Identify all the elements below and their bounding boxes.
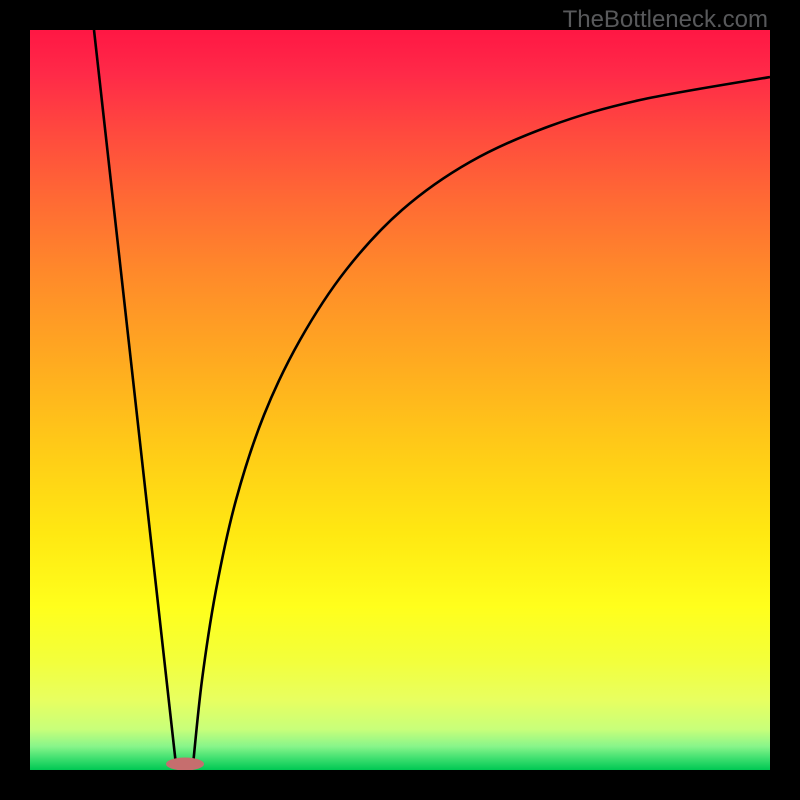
plot-area [30,30,770,770]
right-curve [193,77,770,765]
frame-left [0,0,30,800]
frame-right [770,0,800,800]
left-curve [94,30,176,765]
frame-bottom [0,770,800,800]
watermark-text: TheBottleneck.com [563,6,768,34]
minimum-marker [166,758,204,771]
curve-layer [30,30,770,770]
